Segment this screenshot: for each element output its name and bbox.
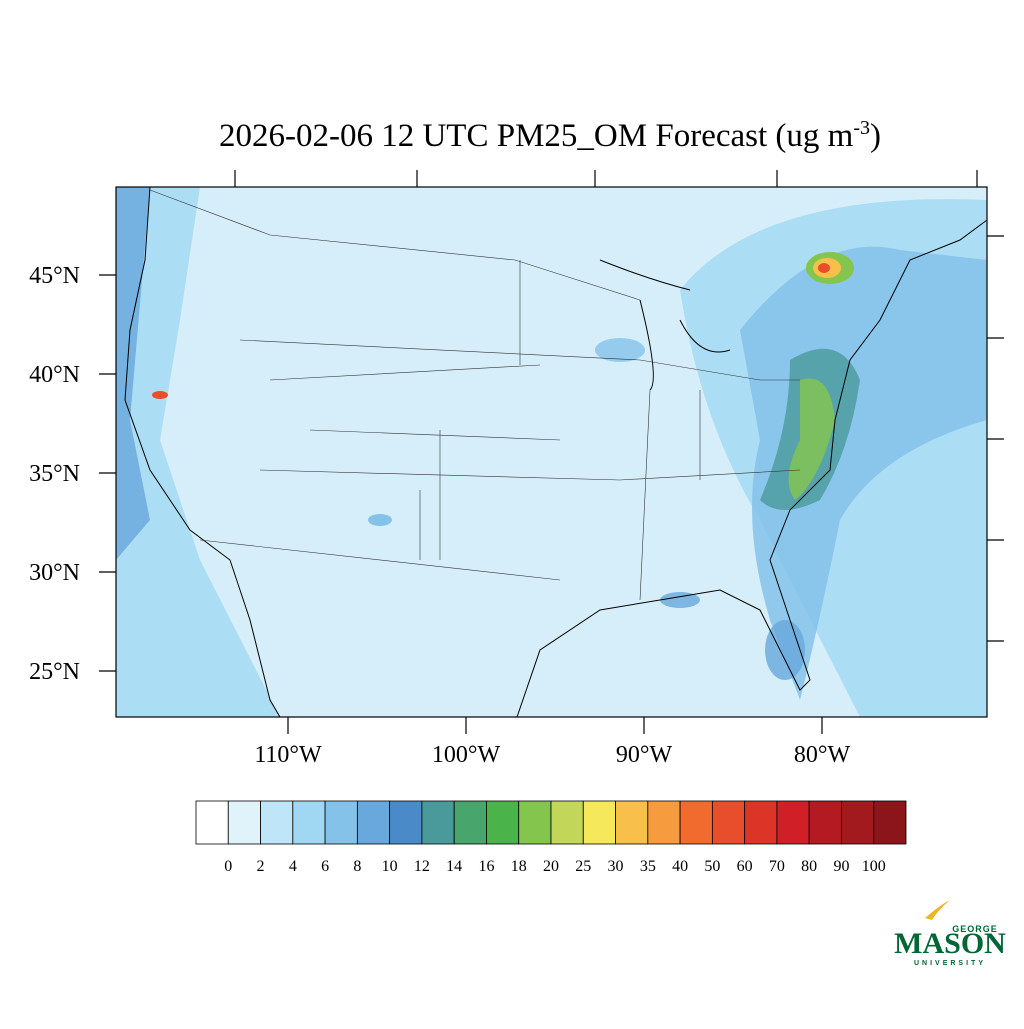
- color-box: [486, 800, 520, 845]
- colorbar-label: 2: [257, 858, 265, 875]
- logo-bottom: UNIVERSITY: [914, 960, 986, 967]
- color-box: [711, 800, 746, 845]
- lat-label: 25°N: [29, 659, 80, 685]
- color-box: [518, 800, 552, 845]
- color-box: [582, 800, 616, 845]
- logo: GEORGE MASON UNIVERSITY: [894, 900, 1006, 967]
- colorbar-label: 35: [640, 858, 656, 875]
- color-box: [227, 800, 261, 845]
- logo-main: MASON: [894, 927, 1006, 960]
- colorbar-label: 8: [353, 858, 361, 875]
- lat-label: 45°N: [29, 263, 80, 289]
- color-box: [260, 800, 294, 845]
- colorbar-label: 14: [446, 858, 462, 875]
- color-box: [776, 800, 810, 845]
- color-box: [615, 800, 649, 845]
- lon-label: 90°W: [616, 742, 673, 768]
- colorbar-label: 18: [511, 858, 527, 875]
- colorbar-label: 30: [608, 858, 624, 875]
- color-box: [873, 800, 907, 845]
- title-end: ): [870, 118, 881, 154]
- color-box: [744, 800, 778, 845]
- color-box: [647, 800, 681, 845]
- lat-label: 30°N: [29, 560, 80, 586]
- color-box: [421, 800, 455, 845]
- color-box: [550, 800, 584, 845]
- color-box: [808, 800, 842, 845]
- title-main: 2026-02-06 12 UTC PM25_OM Forecast (ug m: [219, 118, 854, 154]
- map: 45°N 40°N 35°N 30°N 25°N 110°W 100°W 90°W 80°W: [29, 170, 1004, 768]
- title: 2026-02-06 12 UTC PM25_OM Forecast (ug m…: [219, 117, 881, 154]
- colorbar-label: 25: [575, 858, 591, 875]
- lon-label: 110°W: [254, 742, 322, 768]
- colorbar-label: 0: [224, 858, 232, 875]
- colorbar-label: 100: [862, 858, 886, 875]
- colorbar-label: 10: [382, 858, 398, 875]
- logo-top: GEORGE: [952, 924, 998, 934]
- colorbar-label: 40: [672, 858, 688, 875]
- colorbar-label: 16: [478, 858, 494, 875]
- colorbar-label: 6: [321, 858, 329, 875]
- colorbar-label: 60: [737, 858, 753, 875]
- colorbar-label: 70: [769, 858, 785, 875]
- color-box: [453, 800, 487, 845]
- lon-label: 100°W: [432, 742, 501, 768]
- color-box: [324, 800, 358, 845]
- lon-label: 80°W: [794, 742, 851, 768]
- colorbar: 0 2 4 6 8 10 12 14 16 18 20 25 30 35 40 50 60 70 80 90 100: [195, 800, 907, 875]
- color-box: [389, 800, 423, 845]
- colorbar-label: 90: [833, 858, 849, 875]
- color-box: [356, 800, 391, 845]
- colorbar-label: 50: [704, 858, 720, 875]
- color-box: [292, 800, 326, 845]
- color-box: [679, 800, 713, 845]
- colorbar-label: 20: [543, 858, 559, 875]
- title-superscript: -3: [853, 117, 870, 139]
- colorbar-label: 4: [289, 858, 297, 875]
- colorbar-label: 12: [414, 858, 430, 875]
- colorbar-label: 80: [801, 858, 817, 875]
- color-box: [841, 800, 875, 845]
- lat-label: 40°N: [29, 362, 80, 388]
- color-box: [195, 800, 229, 845]
- lat-label: 35°N: [29, 461, 80, 487]
